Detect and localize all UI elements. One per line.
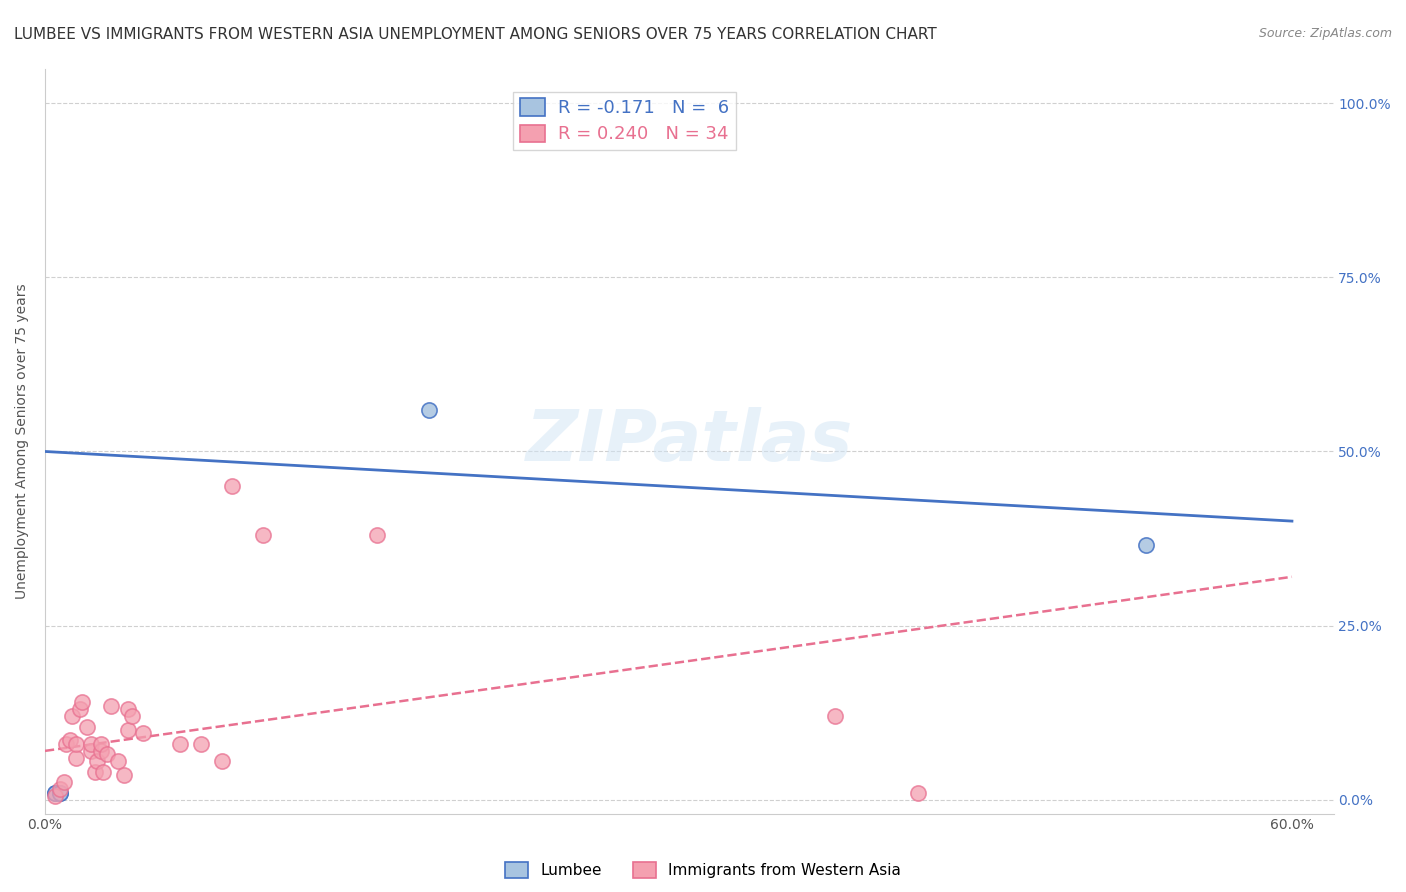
Point xyxy=(80,737,103,751)
Point xyxy=(366,528,388,542)
Point xyxy=(90,744,112,758)
Point xyxy=(107,754,129,768)
Point xyxy=(131,726,153,740)
Point xyxy=(907,786,929,800)
Point xyxy=(96,747,118,762)
Y-axis label: Unemployment Among Seniors over 75 years: Unemployment Among Seniors over 75 years xyxy=(15,284,30,599)
Text: LUMBEE VS IMMIGRANTS FROM WESTERN ASIA UNEMPLOYMENT AMONG SENIORS OVER 75 YEARS : LUMBEE VS IMMIGRANTS FROM WESTERN ASIA U… xyxy=(14,27,936,42)
Point xyxy=(221,479,243,493)
Point xyxy=(252,528,274,542)
Point xyxy=(121,709,143,723)
Point xyxy=(44,789,66,804)
Point xyxy=(69,702,91,716)
Point xyxy=(90,737,112,751)
Point xyxy=(418,402,440,417)
Point xyxy=(100,698,122,713)
Text: ZIPatlas: ZIPatlas xyxy=(526,407,853,475)
Point xyxy=(211,754,233,768)
Point xyxy=(76,719,98,733)
Point xyxy=(52,775,75,789)
Point xyxy=(91,764,114,779)
Point xyxy=(55,737,77,751)
Point xyxy=(65,751,87,765)
Point xyxy=(86,754,108,768)
Point xyxy=(190,737,212,751)
Point xyxy=(117,702,139,716)
Legend: R = -0.171   N =  6, R = 0.240   N = 34: R = -0.171 N = 6, R = 0.240 N = 34 xyxy=(513,92,737,150)
Point xyxy=(72,695,94,709)
Point xyxy=(80,744,103,758)
Point xyxy=(60,709,83,723)
Point xyxy=(48,782,70,797)
Point xyxy=(83,764,105,779)
Point xyxy=(59,733,82,747)
Point xyxy=(44,786,66,800)
Point xyxy=(112,768,135,782)
Point xyxy=(65,737,87,751)
Point xyxy=(169,737,191,751)
Point xyxy=(44,786,66,800)
Point xyxy=(48,786,70,800)
Point xyxy=(117,723,139,737)
Text: Source: ZipAtlas.com: Source: ZipAtlas.com xyxy=(1258,27,1392,40)
Point xyxy=(1135,539,1157,553)
Point xyxy=(48,786,70,800)
Point xyxy=(824,709,846,723)
Legend: Lumbee, Immigrants from Western Asia: Lumbee, Immigrants from Western Asia xyxy=(499,856,907,884)
